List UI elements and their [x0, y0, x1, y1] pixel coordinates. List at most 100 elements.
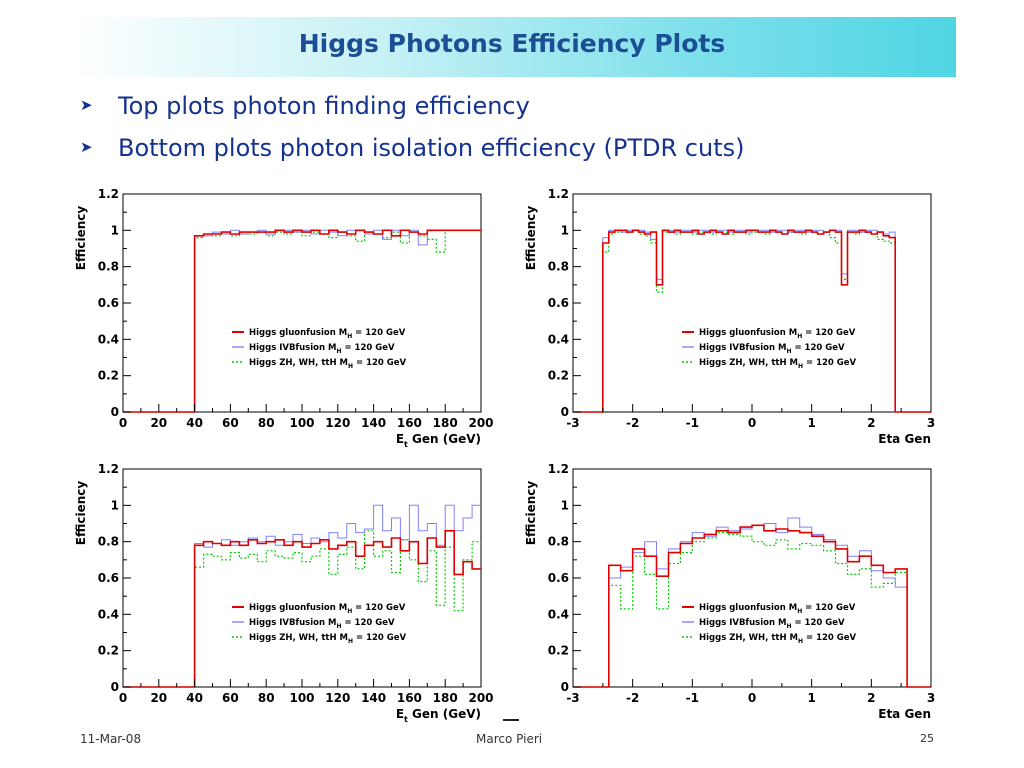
x-tick-label: 0: [119, 691, 127, 705]
y-tick-label: 0.6: [98, 296, 119, 310]
x-tick-label: 60: [222, 416, 239, 430]
legend-entry: Higgs gluonfusion MH = 120 GeV: [249, 603, 406, 615]
x-tick-label: 120: [325, 691, 350, 705]
y-tick-label: 1: [111, 498, 119, 512]
legend-entry: Higgs ZH, WH, ttH MH = 120 GeV: [249, 633, 407, 645]
chart-svg: 0 0.2 0.4 0.6 0.8 1 1.2 -3 -2 -1 0 1 2 3 Efficiency Eta…: [524, 462, 935, 721]
plot-frame: [122, 193, 482, 413]
x-tick-label: 60: [222, 691, 239, 705]
legend-label-rest: = 120 GeV: [802, 328, 855, 338]
legend-label-rest: = 120 GeV: [792, 618, 845, 628]
plot-finding-eta: 0 0.2 0.4 0.6 0.8 1 1.2 -3 -2 -1 0 1 2 3 Efficiency Eta…: [510, 180, 980, 460]
x-tick-label: 140: [361, 416, 386, 430]
y-tick-label: 1.2: [548, 187, 569, 201]
x-axis-label-rest: Gen (GeV): [408, 707, 481, 721]
y-tick-label: 1: [111, 223, 119, 237]
y-tick-label: 0.4: [98, 332, 119, 346]
legend-label-rest: = 120 GeV: [342, 343, 395, 353]
legend-label-main: Higgs IVBfusion M: [699, 618, 786, 628]
arrow-bullet-icon: ➤: [80, 138, 93, 156]
y-tick-label: 0.4: [98, 607, 119, 621]
legend-entry: Higgs gluonfusion MH = 120 GeV: [699, 328, 856, 340]
plot-finding-et: 0 0.2 0.4 0.6 0.8 1 1.2 0 20 40 60 80 100 120 140 160 18…: [60, 180, 530, 460]
y-axis-label: Efficiency: [524, 481, 538, 546]
y-tick-label: 0: [561, 405, 569, 419]
y-tick-label: 0.2: [548, 644, 569, 658]
chart-svg: 0 0.2 0.4 0.6 0.8 1 1.2 0 20 40 60 80 100 120 140 160 18…: [74, 462, 494, 724]
x-axis-label-main: Eta Gen: [878, 432, 931, 446]
legend-label-main: Higgs IVBfusion M: [249, 343, 336, 353]
series-line-assoc: [123, 530, 481, 688]
legend-label-sub: H: [786, 348, 791, 355]
x-axis-label: Eta Gen: [878, 707, 931, 721]
x-axis-label-main: Eta Gen: [878, 707, 931, 721]
legend-entry: Higgs gluonfusion MH = 120 GeV: [699, 603, 856, 615]
series-line-gluonfusion: [573, 229, 931, 413]
legend-label-sub: H: [348, 363, 353, 370]
x-tick-label: 20: [150, 416, 167, 430]
y-tick-label: 1: [561, 498, 569, 512]
y-tick-label: 0: [111, 405, 119, 419]
legend-label-rest: = 120 GeV: [342, 618, 395, 628]
plot-isolation-eta: 0 0.2 0.4 0.6 0.8 1 1.2 -3 -2 -1 0 1 2 3 Efficiency Eta…: [510, 455, 980, 735]
legend-entry: Higgs IVBfusion MH = 120 GeV: [699, 343, 845, 355]
legend-label-main: Higgs gluonfusion M: [699, 328, 797, 338]
x-axis-label: Eta Gen: [878, 432, 931, 446]
legend-label-sub: H: [336, 348, 341, 355]
x-tick-label: 160: [397, 691, 422, 705]
y-tick-label: 0.2: [98, 369, 119, 383]
x-tick-label: 200: [468, 691, 493, 705]
y-tick-label: 1: [561, 223, 569, 237]
plot-isolation-et: 0 0.2 0.4 0.6 0.8 1 1.2 0 20 40 60 80 100 120 140 160 18…: [60, 455, 530, 735]
legend-entry: Higgs gluonfusion MH = 120 GeV: [249, 328, 406, 340]
legend-entry: Higgs ZH, WH, ttH MH = 120 GeV: [249, 358, 407, 370]
x-tick-label: 2: [867, 416, 875, 430]
y-tick-label: 0.8: [98, 535, 119, 549]
chart-svg: 0 0.2 0.4 0.6 0.8 1 1.2 -3 -2 -1 0 1 2 3 Efficiency Eta…: [524, 187, 935, 446]
legend-label-sub: H: [797, 608, 802, 615]
x-tick-label: -3: [566, 416, 579, 430]
plot-frame: [572, 468, 932, 688]
legend-label-rest: = 120 GeV: [353, 633, 406, 643]
footer-date: 11-Mar-08: [80, 732, 142, 746]
footer-author: Marco Pieri: [476, 732, 543, 746]
legend-label-rest: = 120 GeV: [352, 603, 405, 613]
x-tick-label: 180: [433, 691, 458, 705]
x-tick-label: 20: [150, 691, 167, 705]
legend-entry: Higgs ZH, WH, ttH MH = 120 GeV: [699, 633, 857, 645]
y-axis-label: Efficiency: [74, 481, 88, 546]
plot-frame: [572, 193, 932, 413]
legend-label-main: Higgs gluonfusion M: [699, 603, 797, 613]
title-banner: Higgs Photons Efficiency Plots: [68, 17, 956, 77]
bullet-text: Top plots photon finding efficiency: [118, 92, 530, 120]
page-number: 25: [920, 732, 934, 745]
series-line-gluonfusion: [123, 229, 481, 413]
x-tick-label: 0: [748, 691, 756, 705]
legend-label-rest: = 120 GeV: [352, 328, 405, 338]
x-axis-label: Et Gen (GeV): [396, 707, 481, 724]
y-tick-label: 0.6: [98, 571, 119, 585]
bullet-item: ➤ Top plots photon finding efficiency: [80, 92, 530, 120]
x-tick-label: 100: [289, 691, 314, 705]
bullet-text: Bottom plots photon isolation efficiency…: [118, 134, 745, 162]
x-tick-label: 2: [867, 691, 875, 705]
legend-label-rest: = 120 GeV: [353, 358, 406, 368]
legend-label-sub: H: [347, 333, 352, 340]
legend-label-main: Higgs ZH, WH, ttH M: [699, 358, 798, 368]
x-tick-label: -3: [566, 691, 579, 705]
x-tick-label: 3: [927, 691, 935, 705]
x-tick-label: 1: [807, 416, 815, 430]
legend-entry: Higgs ZH, WH, ttH MH = 120 GeV: [699, 358, 857, 370]
legend-entry: Higgs IVBfusion MH = 120 GeV: [249, 343, 395, 355]
legend-label-main: Higgs gluonfusion M: [249, 603, 347, 613]
slide-title: Higgs Photons Efficiency Plots: [298, 29, 726, 58]
y-tick-label: 0.4: [548, 607, 569, 621]
x-tick-label: -2: [626, 691, 639, 705]
y-tick-label: 0.8: [548, 535, 569, 549]
x-axis-label-main: E: [396, 707, 404, 721]
legend-label-sub: H: [798, 638, 803, 645]
series-line-gluonfusion: [573, 524, 931, 688]
y-tick-label: 1.2: [98, 462, 119, 476]
y-axis-label: Efficiency: [524, 206, 538, 271]
legend-label-main: Higgs IVBfusion M: [249, 618, 336, 628]
